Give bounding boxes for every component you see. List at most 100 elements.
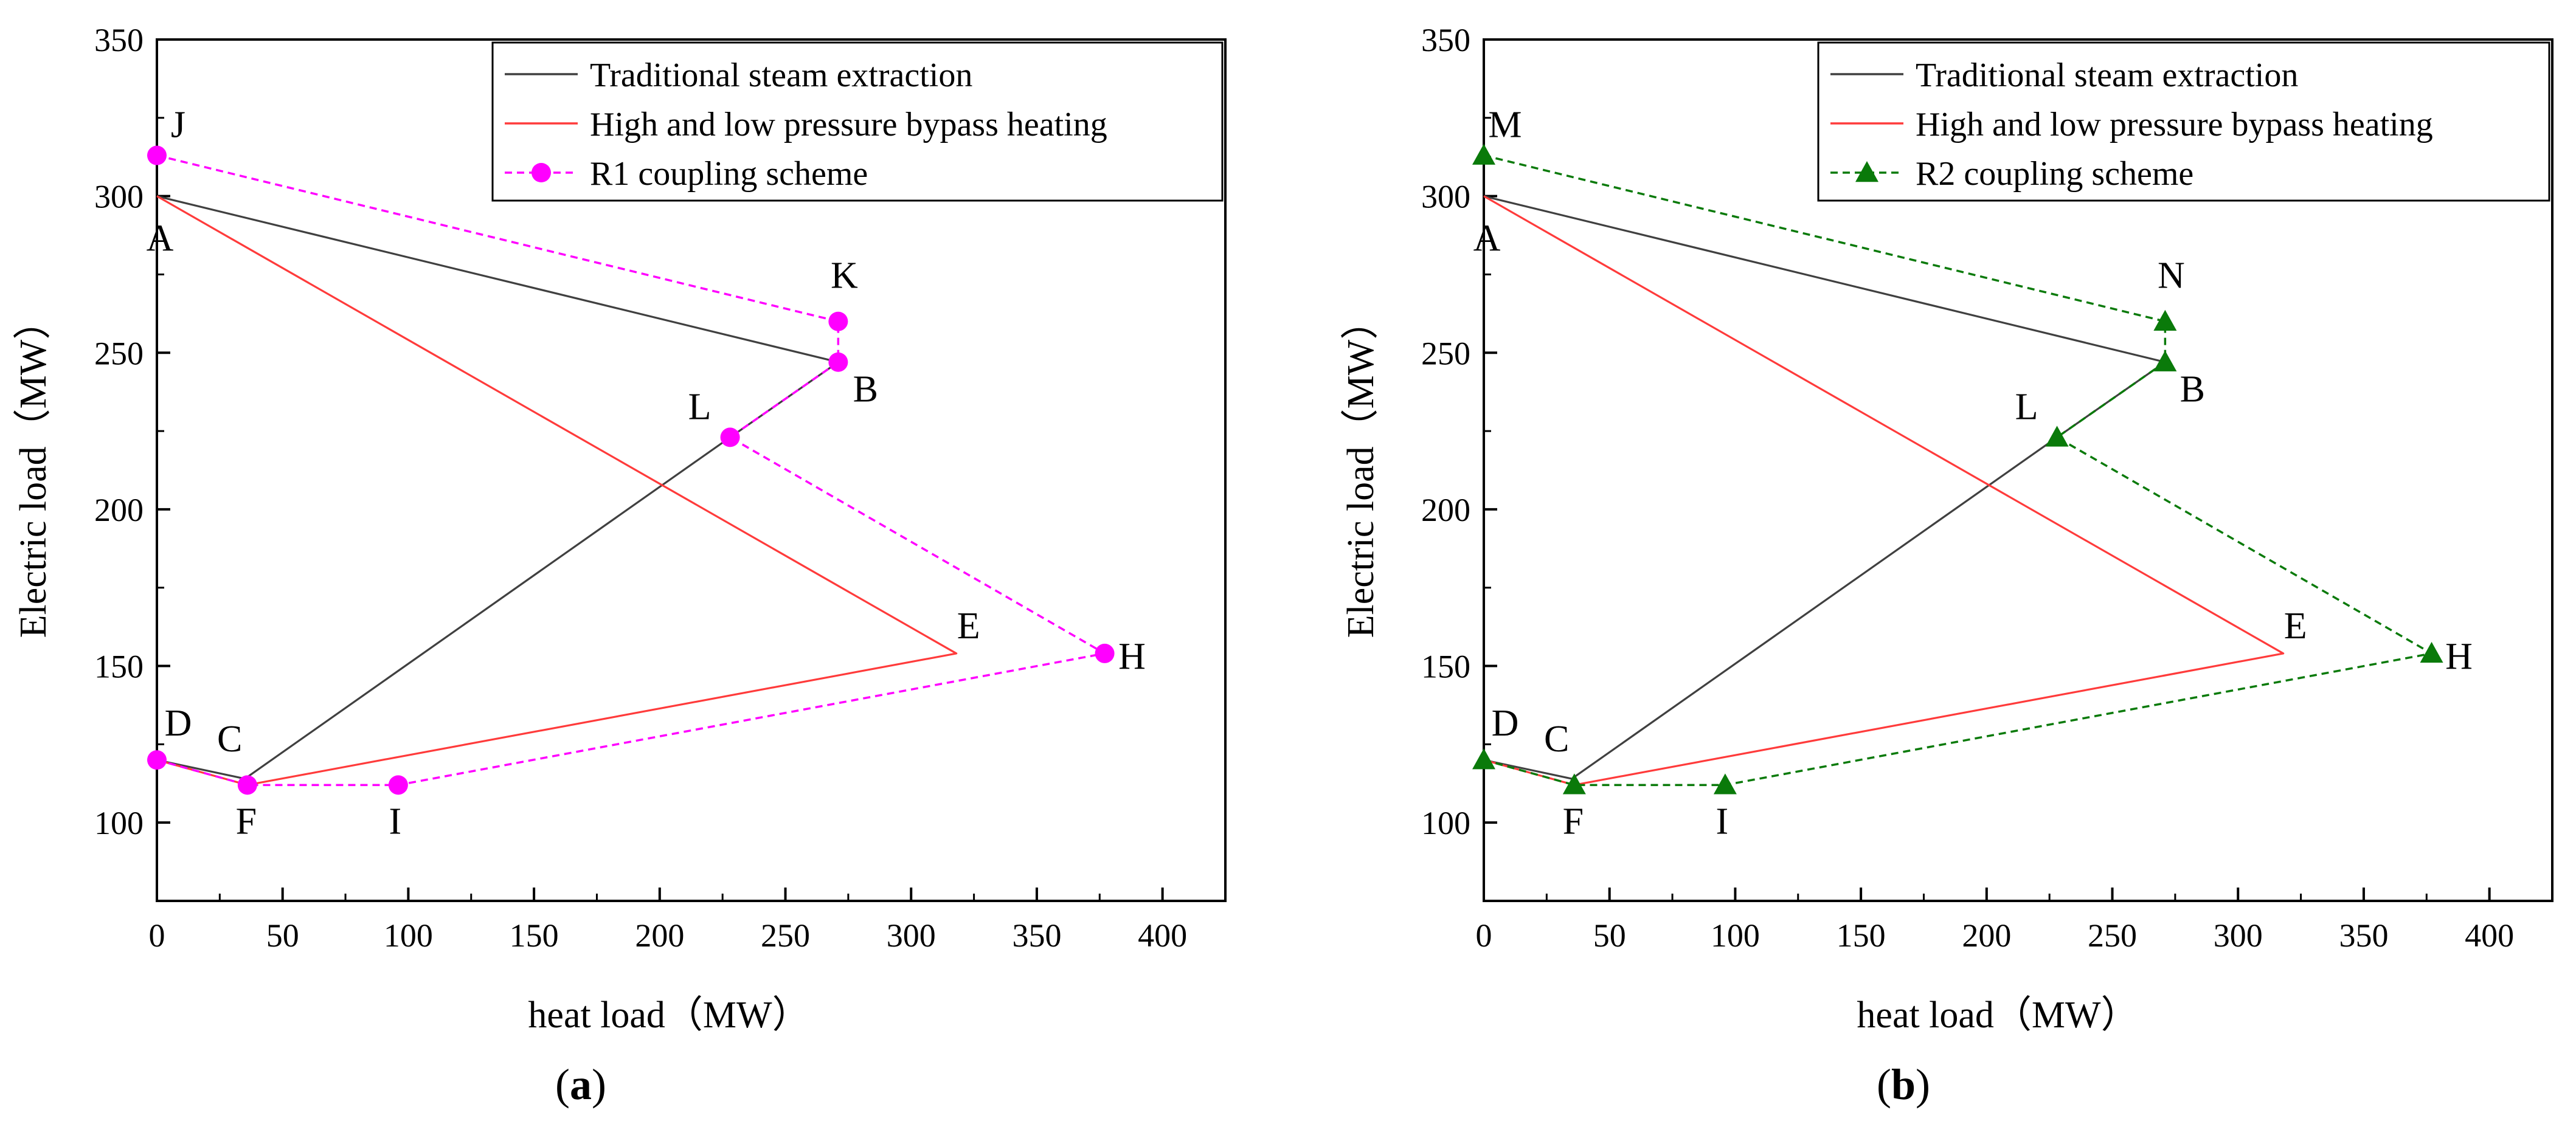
x-tick-label: 200 — [1962, 917, 2011, 954]
chart-panel-a: 0 50 100 150 200 250 300 350 400 100 150 200 250 300 3… — [13, 22, 1227, 1109]
data-point-r2 — [1472, 748, 1495, 770]
x-axis-label: heat load（MW） — [528, 995, 809, 1036]
data-point-r1 — [147, 145, 167, 165]
x-tick-label: 400 — [1138, 917, 1187, 954]
legend-label-traditional: Traditional steam extraction — [590, 57, 972, 94]
x-tick-label: 50 — [1593, 917, 1626, 954]
y-tick-label: 200 — [94, 492, 144, 528]
data-point-r2 — [2045, 426, 2069, 447]
caption-paren-close: ) — [592, 1060, 606, 1109]
data-point-r2 — [2153, 350, 2177, 371]
data-point-r1 — [1095, 643, 1115, 663]
chart-panel-b: 0 50 100 150 200 250 300 350 400 100 150 200 250 300 3… — [1340, 22, 2553, 1109]
legend-marker-r1 — [531, 163, 551, 182]
y-tick-label: 100 — [1421, 805, 1470, 841]
x-tick-label: 300 — [887, 917, 936, 954]
point-label: I — [1716, 801, 1729, 842]
series-line-bypass — [1483, 195, 2285, 786]
y-tick-label: 350 — [1421, 22, 1470, 58]
data-point-r2 — [2420, 641, 2443, 663]
legend-label-r2: R2 coupling scheme — [1916, 155, 2193, 193]
x-tick-label: 150 — [510, 917, 559, 954]
data-point-r1 — [237, 775, 257, 795]
x-tick-label: 150 — [1837, 917, 1886, 954]
x-tick-label: 400 — [2465, 917, 2514, 954]
point-label: H — [1118, 636, 1146, 677]
legend-box — [491, 41, 1224, 202]
x-axis-label: heat load（MW） — [1857, 995, 2138, 1036]
panel-caption: (b) — [1877, 1060, 1930, 1109]
point-label: D — [165, 703, 192, 744]
caption-paren-open: ( — [1877, 1060, 1891, 1109]
series-line-traditional — [1483, 195, 2166, 780]
data-point-r1 — [720, 427, 740, 447]
y-tick-label: 150 — [94, 649, 144, 685]
y-tick-label: 150 — [1421, 649, 1470, 685]
x-tick-label: 50 — [266, 917, 299, 954]
point-label: C — [1544, 719, 1569, 760]
point-label: C — [217, 719, 242, 760]
x-tick-label: 350 — [2339, 917, 2388, 954]
series-line-r1 — [156, 154, 1106, 787]
point-label: L — [688, 386, 712, 427]
y-axis-label: Electric load（MW） — [1340, 302, 1382, 638]
plot-frame — [156, 38, 1227, 902]
point-label: F — [236, 801, 257, 842]
data-point-r1 — [147, 750, 167, 770]
x-tick-label: 0 — [149, 917, 165, 954]
caption-paren-open: ( — [555, 1060, 570, 1109]
caption-paren-close: ) — [1916, 1060, 1930, 1109]
point-label: I — [389, 801, 402, 842]
point-label: D — [1492, 703, 1519, 744]
legend-label-r1: R1 coupling scheme — [590, 155, 868, 193]
caption-letter: b — [1891, 1060, 1916, 1109]
caption-letter: a — [570, 1060, 592, 1109]
series-line-bypass — [156, 195, 958, 786]
x-tick-label: 0 — [1476, 917, 1492, 954]
data-point-r1 — [828, 311, 848, 331]
point-label: H — [2445, 636, 2473, 677]
x-tick-label: 100 — [1711, 917, 1760, 954]
y-tick-label: 100 — [94, 805, 144, 841]
y-tick-label: 300 — [1421, 179, 1470, 215]
legend-marker-r2 — [1855, 161, 1878, 182]
x-tick-label: 250 — [2088, 917, 2137, 954]
point-label: J — [171, 105, 185, 146]
point-label: F — [1563, 801, 1584, 842]
data-point-r2 — [1562, 773, 1586, 795]
point-label: E — [2284, 605, 2307, 647]
data-point-r2 — [1472, 143, 1495, 165]
point-label: L — [2015, 386, 2038, 427]
plot-frame — [1483, 38, 2553, 902]
data-point-r2 — [2153, 309, 2177, 331]
legend-box — [1817, 41, 2550, 202]
point-label: B — [2180, 369, 2205, 410]
point-label: A — [147, 218, 174, 260]
point-label: M — [1488, 105, 1522, 146]
x-tick-label: 350 — [1012, 917, 1061, 954]
data-point-r1 — [828, 352, 848, 372]
panel-caption: (a) — [555, 1060, 606, 1109]
legend-label-bypass: High and low pressure bypass heating — [590, 106, 1107, 143]
x-tick-label: 200 — [635, 917, 684, 954]
x-tick-label: 300 — [2214, 917, 2263, 954]
x-tick-label: 100 — [384, 917, 433, 954]
point-label: E — [957, 605, 980, 647]
legend-label-traditional: Traditional steam extraction — [1916, 57, 2298, 94]
point-label: A — [1473, 218, 1501, 260]
y-tick-label: 250 — [1421, 335, 1470, 371]
y-tick-label: 200 — [1421, 492, 1470, 528]
legend-label-bypass: High and low pressure bypass heating — [1916, 106, 2433, 143]
series-line-r2 — [1483, 154, 2433, 787]
point-label: N — [2158, 255, 2185, 297]
data-point-r2 — [1713, 773, 1737, 795]
data-point-r1 — [388, 775, 408, 795]
point-label: B — [853, 369, 878, 410]
y-axis-label: Electric load（MW） — [13, 302, 54, 638]
point-label: K — [831, 255, 858, 297]
y-tick-label: 250 — [94, 335, 144, 371]
y-tick-label: 350 — [94, 22, 144, 58]
x-tick-label: 250 — [761, 917, 810, 954]
series-line-traditional — [156, 195, 839, 780]
